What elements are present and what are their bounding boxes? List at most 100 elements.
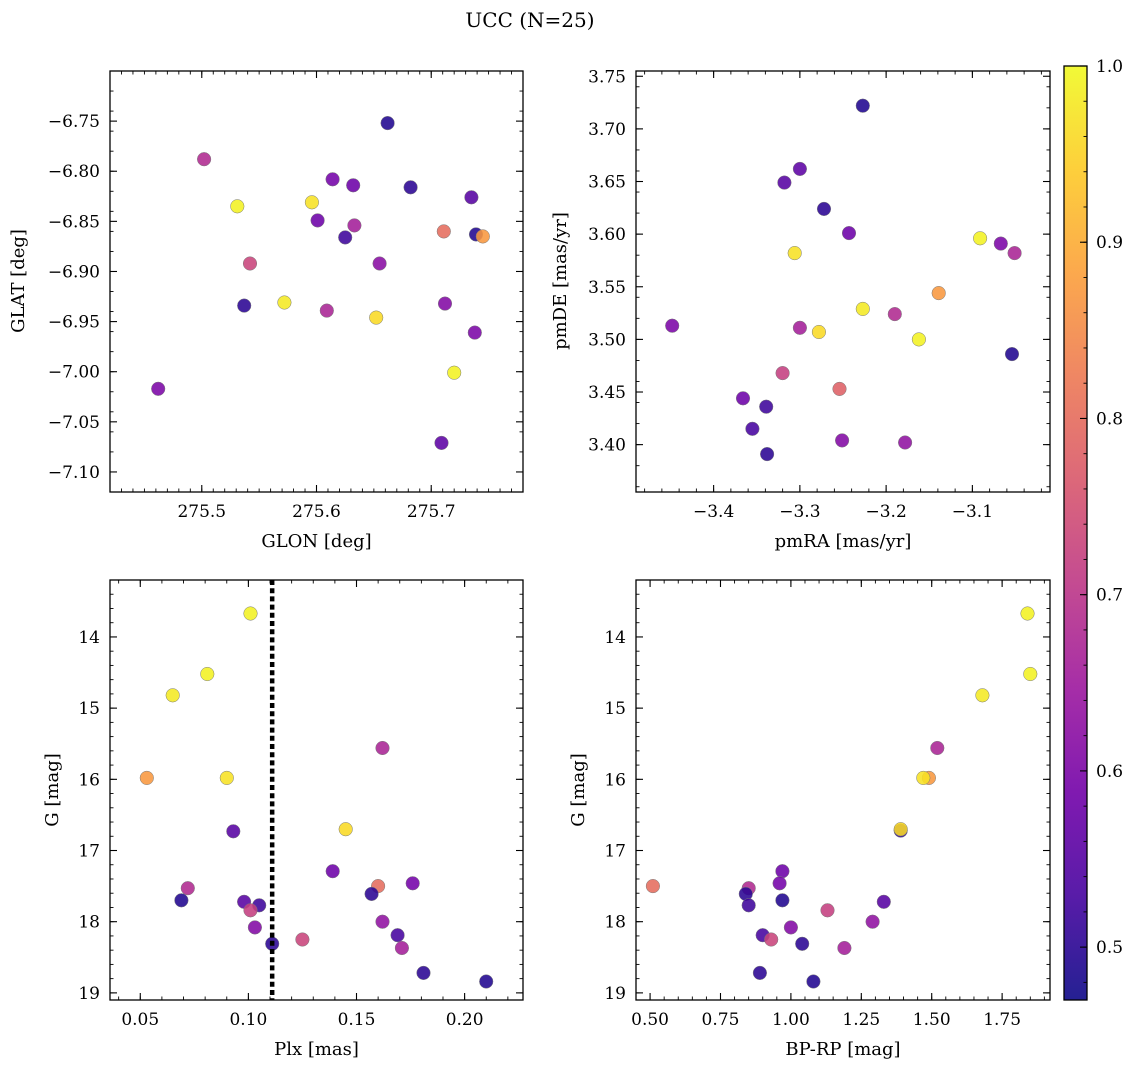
x-tick-label: 1.75	[983, 1010, 1021, 1030]
data-point	[764, 932, 779, 947]
data-point	[405, 876, 420, 891]
y-tick-label: 3.75	[588, 67, 626, 87]
data-point	[911, 332, 926, 347]
data-point	[310, 213, 325, 228]
data-point	[1023, 666, 1038, 682]
y-tick-label: −6.90	[48, 262, 100, 282]
data-point	[865, 914, 880, 929]
data-point	[777, 175, 792, 190]
y-axis-label: GLAT [deg]	[8, 229, 29, 333]
y-tick-label: −6.80	[48, 162, 100, 182]
data-point	[237, 298, 252, 313]
y-tick-label: 15	[78, 699, 100, 719]
x-axis-label: pmRA [mas/yr]	[775, 531, 912, 552]
x-tick-label: 0.20	[446, 1010, 484, 1030]
y-tick-label: 17	[604, 842, 626, 862]
data-point	[200, 666, 215, 682]
data-point	[403, 180, 418, 195]
data-point	[795, 936, 810, 951]
data-point	[295, 932, 310, 947]
x-axis-label: GLON [deg]	[261, 531, 371, 552]
data-point	[394, 940, 409, 956]
y-tick-label: 3.55	[588, 278, 626, 298]
data-point	[975, 688, 990, 703]
colorbar-tick-label: 0.5	[1096, 938, 1123, 958]
y-tick-label: −7.05	[48, 413, 100, 433]
axes-frame	[109, 579, 524, 1001]
y-tick-label: 14	[604, 628, 626, 648]
data-point	[855, 301, 870, 316]
panel-pmra-pmde: −3.4 −3.3 −3.2 −3.1 3.40 3.45 3.50 3.55 3.60 3.65…	[550, 67, 1051, 552]
x-tick-label: 275.7	[407, 502, 456, 522]
data-point	[416, 965, 431, 980]
data-point	[876, 894, 891, 909]
data-point	[775, 893, 790, 908]
y-tick-label: −7.10	[48, 463, 100, 483]
data-point	[820, 903, 835, 918]
colorbar-tick-label: 0.9	[1096, 233, 1123, 253]
x-tick-label: 1.00	[772, 1010, 810, 1030]
data-point	[893, 822, 908, 837]
axes-frame	[109, 70, 524, 493]
minor-ticks	[110, 579, 523, 1000]
colorbar: 0.5 0.6 0.7 0.8 0.9 1.0	[1063, 57, 1123, 1001]
y-tick-label: 19	[78, 984, 100, 1004]
scatter-points	[645, 606, 1038, 989]
data-point	[436, 224, 451, 239]
x-tick-label: 0.10	[229, 1010, 267, 1030]
data-point	[759, 399, 774, 414]
panel-glon-glat: 275.5 275.6 275.7 −6.75 −6.80 −6.85 −6.90 −6.95…	[8, 70, 524, 552]
y-tick-label: 17	[78, 842, 100, 862]
x-axis-label: Plx [mas]	[274, 1039, 359, 1060]
x-tick-label: −3.2	[865, 502, 906, 522]
data-point	[930, 740, 945, 756]
x-tick-label: 0.15	[338, 1010, 376, 1030]
data-point	[752, 965, 767, 980]
data-point	[464, 190, 479, 205]
data-point	[816, 201, 832, 216]
minor-ticks	[635, 579, 1050, 1000]
data-point	[855, 98, 870, 113]
data-point	[835, 433, 850, 448]
data-point	[772, 876, 787, 891]
x-tick-label: 1.50	[913, 1010, 951, 1030]
y-tick-label: −6.75	[48, 112, 100, 132]
data-point	[247, 920, 262, 935]
y-tick-label: 19	[604, 984, 626, 1004]
y-axis-label: G [mag]	[568, 753, 589, 826]
minor-ticks	[636, 71, 1050, 492]
y-tick-label: −6.95	[48, 313, 100, 333]
y-tick-label: 14	[78, 628, 100, 648]
colorbar-gradient	[1064, 66, 1087, 1000]
data-point	[346, 178, 361, 193]
data-point	[447, 365, 462, 380]
data-point	[792, 320, 807, 335]
data-point	[165, 688, 180, 703]
data-point	[372, 256, 387, 271]
data-point	[230, 199, 245, 214]
x-tick-label: 0.50	[631, 1010, 669, 1030]
data-point	[760, 447, 775, 462]
axes-frame	[635, 579, 1051, 1001]
data-point	[219, 770, 234, 785]
data-point	[243, 606, 258, 621]
y-tick-label: 15	[604, 699, 626, 719]
data-point	[1004, 347, 1020, 362]
data-point	[837, 940, 852, 956]
x-tick-label: 275.5	[177, 502, 226, 522]
y-tick-label: −6.85	[48, 212, 100, 232]
data-point	[775, 366, 790, 381]
scatter-points	[665, 98, 1022, 462]
data-point	[380, 116, 395, 131]
data-point	[174, 893, 189, 908]
data-point	[811, 324, 826, 340]
data-point	[347, 218, 362, 233]
data-point	[916, 770, 931, 785]
data-point	[931, 286, 946, 301]
data-point	[325, 864, 340, 879]
data-point	[319, 303, 334, 318]
data-point	[369, 310, 384, 325]
data-point	[304, 195, 319, 210]
data-point	[243, 903, 258, 918]
data-point	[479, 974, 494, 989]
